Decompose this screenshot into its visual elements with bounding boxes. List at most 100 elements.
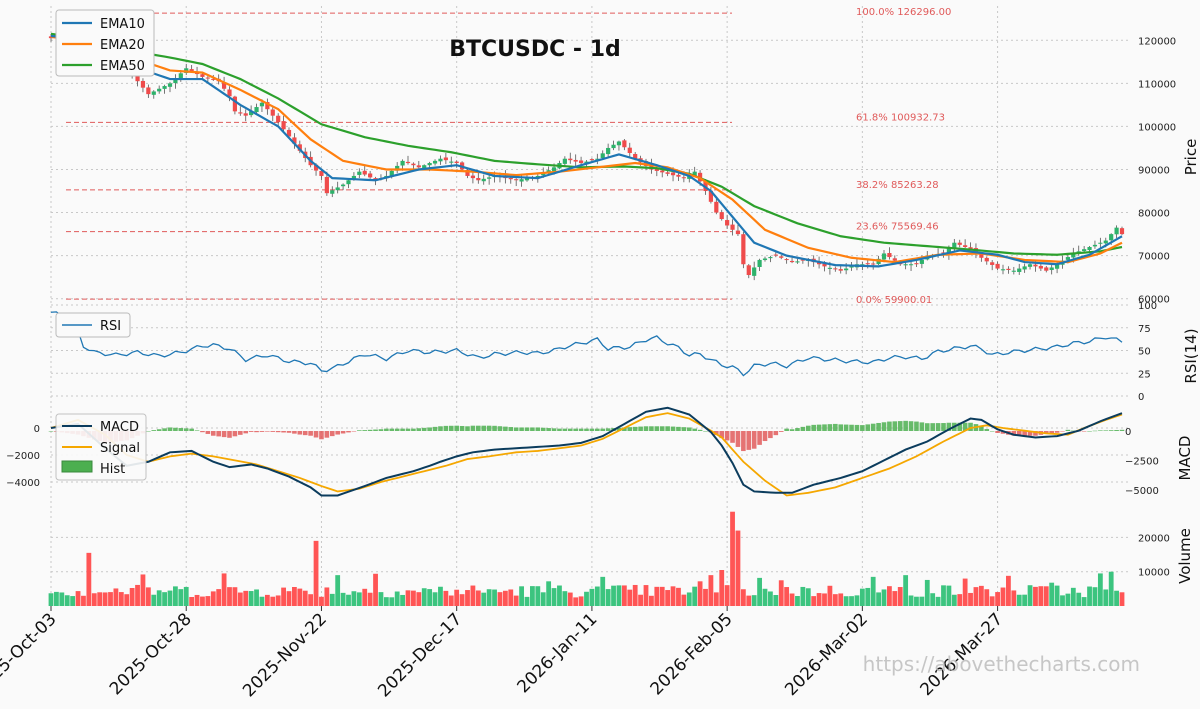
volume-bar xyxy=(605,589,611,606)
volume-bar xyxy=(91,593,97,606)
candle-body xyxy=(167,83,173,87)
candle-body xyxy=(487,177,492,179)
candle-body xyxy=(1027,264,1033,267)
volume-bar xyxy=(1054,585,1060,606)
volume-bar xyxy=(1076,592,1082,606)
volume-bar xyxy=(654,586,660,606)
macd-hist-bar xyxy=(497,426,503,431)
volume-bar xyxy=(1065,593,1071,606)
macd-hist-bar xyxy=(843,424,849,431)
macd-hist-bar xyxy=(297,431,303,435)
macd-hist-bar xyxy=(751,431,757,449)
candle-body xyxy=(135,74,140,82)
volume-bar xyxy=(389,597,395,606)
macd-hist-bar xyxy=(941,423,946,431)
volume-bar xyxy=(378,592,384,606)
volume-bar xyxy=(210,591,216,606)
volume-bar xyxy=(492,589,497,606)
macd-hist-bar xyxy=(768,431,773,439)
candle-body xyxy=(946,248,952,255)
candle-body xyxy=(276,115,281,123)
candle-body xyxy=(1022,266,1027,270)
macd-hist-bar xyxy=(578,428,584,431)
candle-body xyxy=(389,170,394,177)
candle-body xyxy=(919,259,924,264)
macd-hist-bar xyxy=(389,428,395,431)
macd-hist-bar xyxy=(254,431,259,433)
macd-hist-bar xyxy=(946,422,952,431)
candle-body xyxy=(595,158,600,160)
volume-bar xyxy=(573,597,579,606)
volume-bar xyxy=(908,595,914,606)
volume-bar xyxy=(805,588,811,606)
candle-body xyxy=(768,257,773,259)
volume-bar xyxy=(140,574,146,606)
volume-bar xyxy=(546,581,552,606)
price-tick-label: 80000 xyxy=(1138,209,1170,220)
x-tick-label: 2026-Feb-05 xyxy=(647,609,737,699)
macd-hist-bar xyxy=(595,428,600,431)
volume-bar xyxy=(686,592,692,606)
macd-hist-bar xyxy=(600,428,606,431)
candle-body xyxy=(844,268,849,271)
volume-bar xyxy=(757,577,762,606)
volume-bar xyxy=(746,595,752,606)
watermark: https://abovethecharts.com xyxy=(863,652,1140,676)
volume-bar xyxy=(692,586,698,606)
candle-body xyxy=(800,259,805,261)
candle-body xyxy=(146,87,151,95)
candle-body xyxy=(297,144,302,151)
candle-body xyxy=(243,113,248,116)
macd-hist-bar xyxy=(551,428,557,431)
volume-bar xyxy=(367,592,373,606)
volume-bar xyxy=(259,596,265,606)
volume-bar xyxy=(778,580,784,606)
candle-body xyxy=(968,247,973,250)
candle-body xyxy=(681,177,686,179)
macd-hist-bar xyxy=(286,431,292,433)
macd-hist-bar xyxy=(535,427,541,431)
volume-bar xyxy=(394,591,400,606)
candle-body xyxy=(714,201,719,213)
rsi-tick-label: 0 xyxy=(1138,392,1144,403)
volume-bar xyxy=(638,594,643,606)
volume-bar xyxy=(1038,586,1044,606)
volume-bar xyxy=(481,592,487,606)
macd-hist-bar xyxy=(416,428,422,431)
candle-body xyxy=(405,161,411,164)
macd-hist-bar xyxy=(313,431,319,438)
candle-body xyxy=(1065,257,1071,260)
macd-hist-bar xyxy=(492,425,497,431)
volume-bar xyxy=(497,592,503,606)
macd-hist-bar xyxy=(205,431,211,434)
candle-body xyxy=(1119,228,1125,235)
candle-body xyxy=(827,267,833,269)
volume-bar xyxy=(1016,594,1022,606)
candle-body xyxy=(368,173,373,178)
volume-bar xyxy=(405,590,411,606)
macd-hist-bar xyxy=(405,428,411,431)
candle-body xyxy=(838,269,843,271)
x-tick-label: 2025-Oct-03 xyxy=(0,609,61,699)
volume-bar xyxy=(951,594,957,606)
macd-hist-bar xyxy=(557,428,562,431)
x-tick-label: 2025-Oct-28 xyxy=(106,609,196,699)
macd-hist-bar xyxy=(243,431,249,434)
candle-body xyxy=(616,141,622,146)
macd-hist-bar xyxy=(362,430,368,431)
fib-label: 61.8% 100932.73 xyxy=(856,112,945,123)
macd-hist-bar xyxy=(773,431,779,436)
volume-bar xyxy=(454,589,460,606)
macd-hist-bar xyxy=(210,431,216,436)
volume-bar xyxy=(643,585,649,606)
candle-body xyxy=(173,78,178,84)
macd-hist-bar xyxy=(816,424,822,431)
macd-hist-bar xyxy=(887,421,892,431)
volume-bar xyxy=(102,592,108,606)
macd-hist-bar xyxy=(616,427,622,431)
price-tick-label: 90000 xyxy=(1138,165,1170,176)
candle-body xyxy=(438,158,443,162)
volume-bar xyxy=(183,586,189,606)
volume-bar xyxy=(275,595,281,606)
candle-body xyxy=(633,153,638,159)
